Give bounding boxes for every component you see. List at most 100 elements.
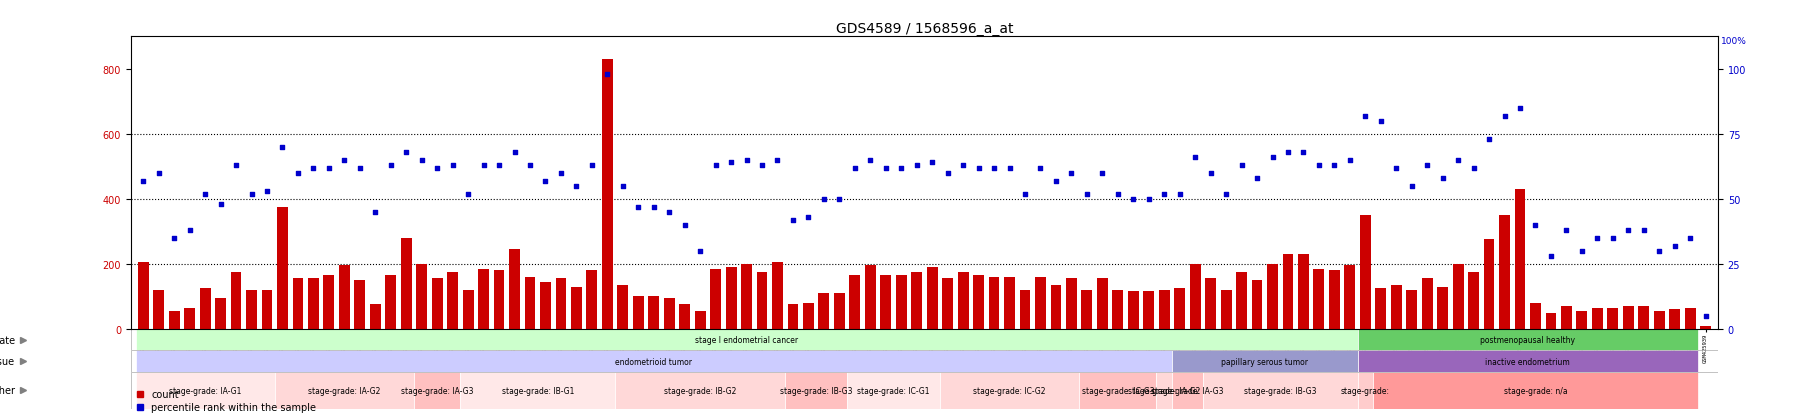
Bar [215,298,225,329]
Point [236,191,265,197]
Point [284,170,313,177]
Bar [1282,254,1293,329]
Bar [1483,240,1494,329]
Point [1691,313,1720,319]
Point [671,222,700,228]
Bar [587,271,598,329]
Text: stage-grade: IC-G3: stage-grade: IC-G3 [1082,386,1154,395]
Text: stage-grade: IB-G2: stage-grade: IB-G2 [664,386,736,395]
Point [160,235,189,242]
Point [422,165,451,171]
Text: stage-grade: IB-G3: stage-grade: IB-G3 [1244,386,1316,395]
Bar [1391,285,1402,329]
Point [562,183,591,190]
Bar [153,290,164,329]
Bar [927,268,938,329]
Point [1104,191,1133,197]
Point [1334,157,1364,164]
Bar [849,275,860,329]
Point [764,157,793,164]
Bar [478,269,489,329]
Bar [136,372,275,409]
Point [391,150,420,156]
Point [267,144,296,151]
Point [949,162,978,169]
Point [500,150,529,156]
Point [1227,162,1256,169]
Text: papillary serous tumor: papillary serous tumor [1222,357,1309,366]
Text: stage-grade: IA-G1: stage-grade: IA-G1 [169,386,242,395]
Bar [509,249,520,329]
Point [144,170,173,177]
Point [716,160,745,166]
Bar [1545,313,1556,329]
Title: GDS4589 / 1568596_a_at: GDS4589 / 1568596_a_at [836,22,1013,36]
Bar [614,372,785,409]
Text: stage-grade: n/a: stage-grade: n/a [1503,386,1567,395]
Bar [1189,264,1200,329]
Point [1676,235,1705,242]
Bar [680,305,691,329]
Bar [1700,326,1711,329]
Point [685,248,714,254]
Bar [1144,292,1154,329]
Point [329,157,358,164]
Bar [1407,290,1418,329]
Point [1460,165,1489,171]
Point [747,162,776,169]
Point [856,157,885,164]
Bar [169,311,180,329]
Bar [694,311,705,329]
Bar [400,238,411,329]
Bar [136,329,1358,351]
Bar [1373,372,1698,409]
Bar [416,264,427,329]
Bar [460,372,614,409]
Bar [1358,372,1373,409]
Bar [942,279,953,329]
Bar [231,272,242,329]
Bar [1158,290,1169,329]
Bar [818,293,829,329]
Bar [804,303,814,329]
Bar [602,60,613,329]
Text: tissue: tissue [0,356,15,366]
Point [516,162,545,169]
Bar [1654,311,1665,329]
Point [1165,191,1194,197]
Point [1629,227,1658,234]
Point [1087,170,1116,177]
Point [1429,175,1458,182]
Point [1056,170,1085,177]
Bar [1313,269,1324,329]
Bar [1236,272,1247,329]
Bar [262,290,273,329]
Bar [431,279,442,329]
Bar [1360,216,1371,329]
Point [609,183,638,190]
Bar [865,266,876,329]
Bar [355,280,365,329]
Bar [293,279,304,329]
Point [1505,105,1534,112]
Bar [664,298,674,329]
Point [1273,150,1302,156]
Point [222,162,251,169]
Bar [940,372,1080,409]
Point [902,162,931,169]
Point [794,214,824,221]
Bar [1623,306,1634,329]
Point [453,191,482,197]
Bar [1096,279,1107,329]
Bar [847,372,940,409]
Point [1011,191,1040,197]
Bar [649,297,660,329]
Bar [1500,216,1511,329]
Point [531,178,560,185]
Bar [1329,271,1340,329]
Point [1583,235,1613,242]
Bar [1514,190,1525,329]
Bar [1267,264,1278,329]
Point [733,157,762,164]
Bar [415,372,460,409]
